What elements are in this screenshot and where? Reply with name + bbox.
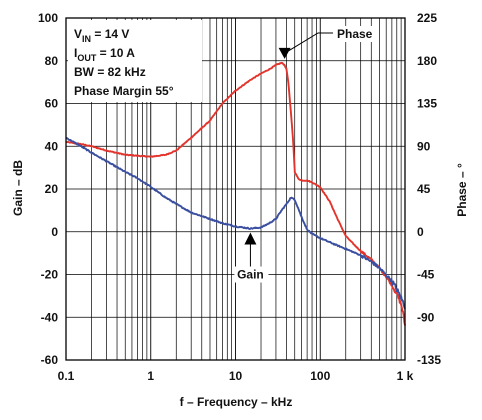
y-right-tick-label: 180 [417, 54, 437, 68]
condition-text: VIN = 14 V [74, 27, 129, 44]
y-right-tick-label: 45 [417, 182, 431, 196]
x-tick-label: 100 [310, 369, 330, 383]
x-tick-label: 0.1 [58, 369, 75, 383]
phase-leader [288, 32, 333, 52]
y-left-tick-label: 100 [38, 11, 58, 25]
annotation-layer: VIN = 14 V IOUT = 10 A BW = 82 kHz Phase Ma… [68, 20, 379, 283]
series-layer [65, 61, 406, 326]
plot-frame [65, 17, 406, 361]
condition-text: IOUT = 10 A [74, 46, 135, 63]
y-left-tick-label: 80 [45, 54, 59, 68]
y-axis-right-title: Phase – ° [455, 163, 469, 217]
y-right-tick-label: 225 [417, 11, 437, 25]
phase-label: Phase [337, 27, 373, 41]
series-line-phase [65, 61, 406, 326]
y-left-tick-label: -40 [41, 310, 59, 324]
gain-arrow [244, 232, 257, 245]
y-left-tick-label: -60 [41, 353, 59, 367]
frame-layer [65, 17, 406, 361]
y-left-tick-label: 40 [45, 139, 59, 153]
condition-text: Phase Margin 55° [74, 84, 174, 98]
y-left-tick-label: -20 [41, 268, 59, 282]
gain-label: Gain [237, 268, 264, 282]
phase-arrow [278, 47, 291, 59]
y-left-tick-label: 0 [51, 225, 58, 239]
x-axis-title: f – Frequency – kHz [180, 395, 293, 409]
y-right-tick-label: 0 [417, 225, 424, 239]
x-tick-label: 10 [229, 369, 243, 383]
x-tick-label: 1 [147, 369, 154, 383]
y-left-tick-label: 20 [45, 182, 59, 196]
tick-layer: 100 80 60 40 20 0 -20 -40 -60 225 180 135 90 45 0 -45 -9… [38, 11, 441, 383]
series-line-gain [65, 136, 406, 310]
condition-text: BW = 82 kHz [74, 65, 146, 79]
x-tick-label: 1 k [397, 369, 414, 383]
y-axis-left-title: Gain – dB [11, 160, 25, 216]
y-right-tick-label: -90 [417, 310, 435, 324]
y-right-tick-label: -45 [417, 268, 435, 282]
y-left-tick-label: 60 [45, 97, 59, 111]
y-right-tick-label: -135 [417, 353, 441, 367]
y-right-tick-label: 90 [417, 139, 431, 153]
y-right-tick-label: 135 [417, 97, 437, 111]
conditions-box [68, 20, 202, 102]
